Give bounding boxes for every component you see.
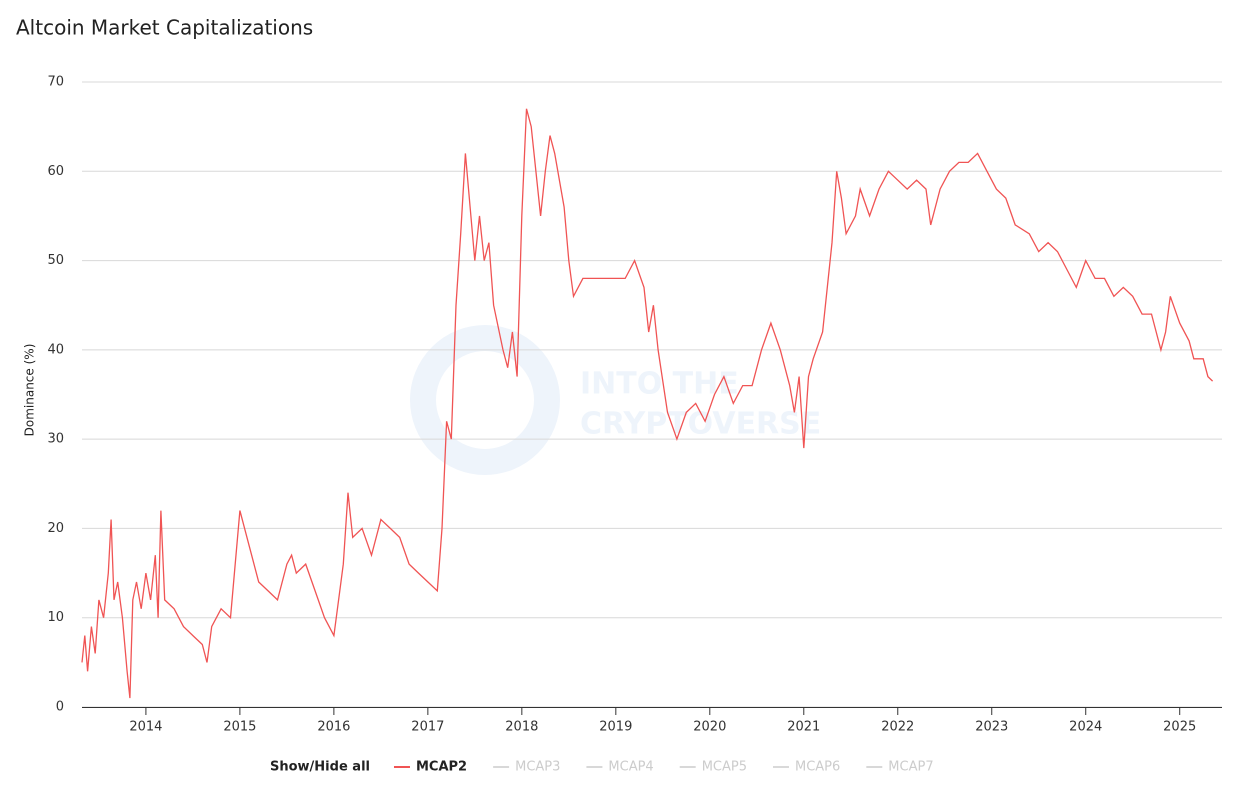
x-tick-label: 2021 bbox=[787, 720, 820, 735]
x-tick-label: 2025 bbox=[1163, 720, 1196, 735]
y-tick-label: 60 bbox=[47, 164, 64, 179]
legend-toggle[interactable]: Show/Hide all bbox=[270, 760, 370, 775]
x-tick-label: 2020 bbox=[693, 720, 726, 735]
legend-entry[interactable]: MCAP6 bbox=[795, 760, 840, 775]
x-tick-label: 2017 bbox=[411, 720, 444, 735]
x-tick-label: 2015 bbox=[223, 720, 256, 735]
y-tick-label: 10 bbox=[47, 610, 64, 625]
legend-entry[interactable]: MCAP5 bbox=[702, 760, 747, 775]
x-tick-label: 2023 bbox=[975, 720, 1008, 735]
chart-title: Altcoin Market Capitalizations bbox=[16, 16, 313, 40]
watermark-logo bbox=[410, 325, 560, 475]
x-tick-label: 2018 bbox=[505, 720, 538, 735]
y-tick-label: 30 bbox=[47, 432, 64, 447]
y-tick-label: 40 bbox=[47, 342, 64, 357]
legend-entry[interactable]: MCAP7 bbox=[888, 760, 933, 775]
y-tick-label: 0 bbox=[56, 700, 64, 715]
watermark: INTO THE bbox=[580, 367, 739, 402]
y-tick-label: 20 bbox=[47, 521, 64, 536]
legend-entry[interactable]: MCAP2 bbox=[416, 760, 467, 775]
x-tick-label: 2016 bbox=[317, 720, 350, 735]
x-tick-label: 2014 bbox=[129, 720, 162, 735]
data-line bbox=[81, 108, 1214, 699]
y-axis-label: Dominance (%) bbox=[23, 344, 37, 437]
x-tick-label: 2024 bbox=[1069, 720, 1102, 735]
legend-entry[interactable]: MCAP4 bbox=[608, 760, 653, 775]
y-tick-label: 50 bbox=[47, 253, 64, 268]
x-tick-label: 2019 bbox=[599, 720, 632, 735]
legend-entry[interactable]: MCAP3 bbox=[515, 760, 560, 775]
x-tick-label: 2022 bbox=[881, 720, 914, 735]
y-tick-label: 70 bbox=[47, 75, 64, 90]
